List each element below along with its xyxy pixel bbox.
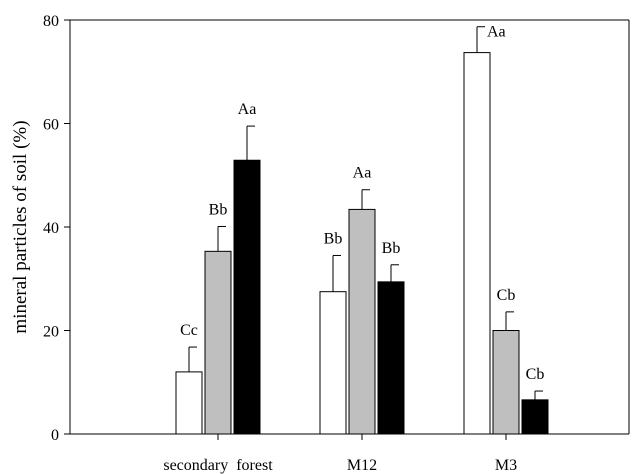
bar [463, 52, 491, 435]
bar [377, 281, 405, 435]
bars [175, 52, 549, 435]
x-tick-label: M12 [347, 457, 377, 474]
bar [521, 399, 549, 435]
significance-label: Bb [209, 201, 228, 218]
significance-label: Bb [324, 230, 343, 247]
y-tick-label: 20 [43, 324, 59, 341]
error-bars [188, 26, 543, 400]
bar [204, 250, 232, 435]
significance-label: Aa [353, 165, 372, 182]
bar [492, 330, 520, 435]
x-tick-label: M3 [495, 457, 517, 474]
significance-label: Aa [238, 101, 257, 118]
y-ticks: 0 20 40 60 80 [43, 13, 70, 444]
data-labels: Cc Bb Aa Bb Aa Cb Aa Bb Cb [180, 24, 544, 383]
x-ticks: secondary forest M12 M3 [163, 434, 517, 474]
y-tick-label: 40 [43, 220, 59, 237]
x-tick-label: secondary forest [163, 457, 273, 474]
bar [233, 159, 261, 435]
significance-label: Cb [497, 287, 516, 304]
y-tick-label: 0 [51, 427, 59, 444]
bar [348, 208, 376, 435]
significance-label: Aa [487, 24, 506, 41]
y-axis-title: mineral particles of soil (%) [10, 120, 31, 333]
significance-label: Cc [180, 322, 198, 339]
y-tick-label: 80 [43, 13, 59, 30]
significance-label: Bb [382, 240, 401, 257]
bar [319, 291, 347, 435]
significance-label: Cb [526, 366, 545, 383]
bar [175, 371, 203, 435]
y-tick-label: 60 [43, 117, 59, 134]
